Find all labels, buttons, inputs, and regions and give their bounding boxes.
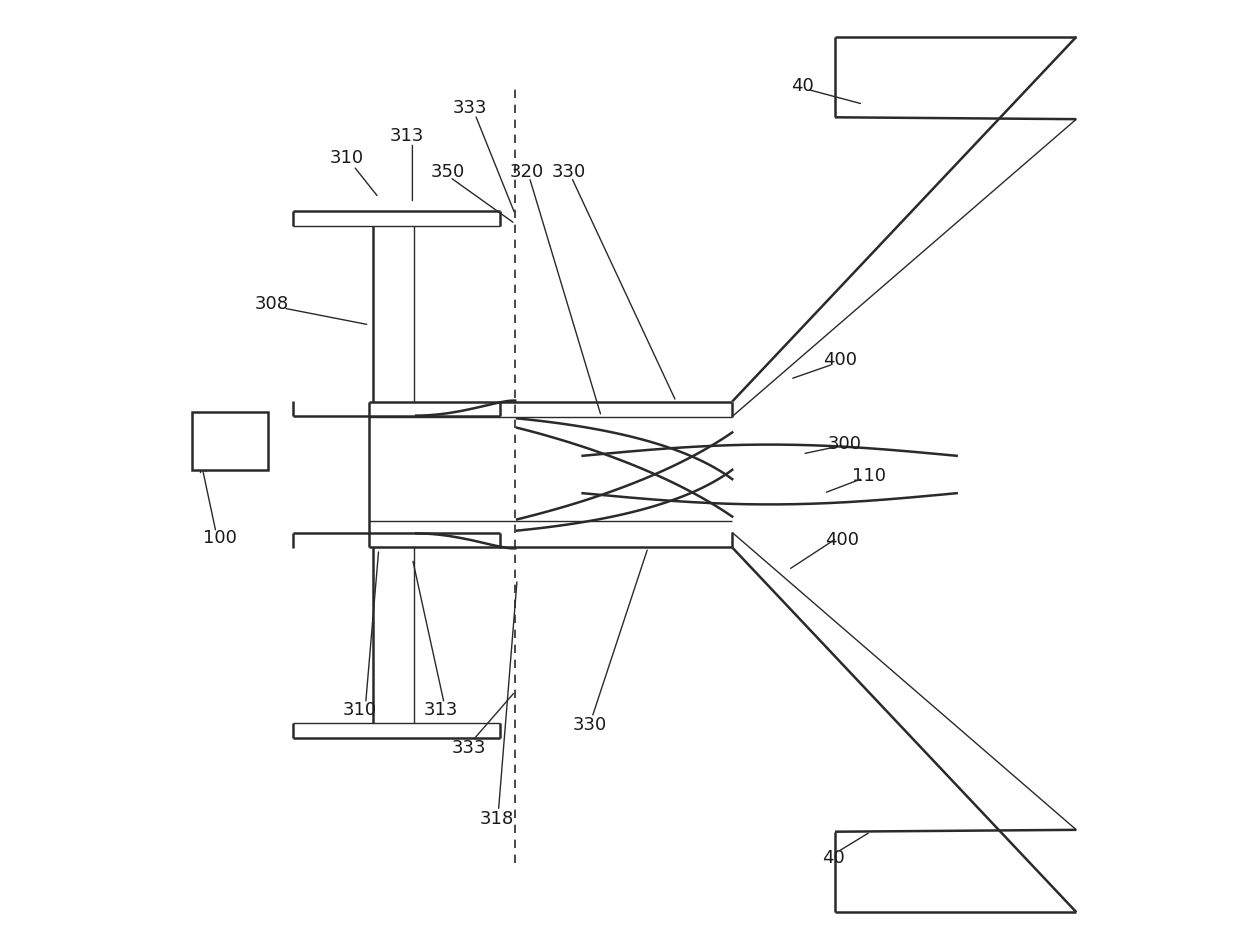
Text: 350: 350 bbox=[430, 162, 465, 180]
Text: 400: 400 bbox=[826, 530, 859, 549]
Bar bbox=[192, 412, 268, 470]
Text: 310: 310 bbox=[343, 701, 377, 719]
Text: 313: 313 bbox=[389, 127, 424, 145]
Text: 40: 40 bbox=[791, 78, 813, 96]
Text: 318: 318 bbox=[480, 809, 513, 828]
Text: 310: 310 bbox=[330, 149, 365, 167]
Text: 40: 40 bbox=[822, 849, 844, 866]
Text: 308: 308 bbox=[255, 295, 289, 313]
Text: 400: 400 bbox=[823, 351, 857, 369]
Text: 313: 313 bbox=[423, 701, 458, 719]
Text: 100: 100 bbox=[203, 530, 237, 547]
Text: 330: 330 bbox=[573, 716, 608, 735]
Text: 110: 110 bbox=[852, 467, 885, 485]
Text: 330: 330 bbox=[552, 162, 585, 180]
Text: 300: 300 bbox=[827, 435, 862, 453]
Text: 200: 200 bbox=[215, 431, 249, 449]
Text: 333: 333 bbox=[451, 739, 486, 757]
Text: 333: 333 bbox=[453, 99, 487, 117]
Text: 320: 320 bbox=[510, 162, 543, 180]
